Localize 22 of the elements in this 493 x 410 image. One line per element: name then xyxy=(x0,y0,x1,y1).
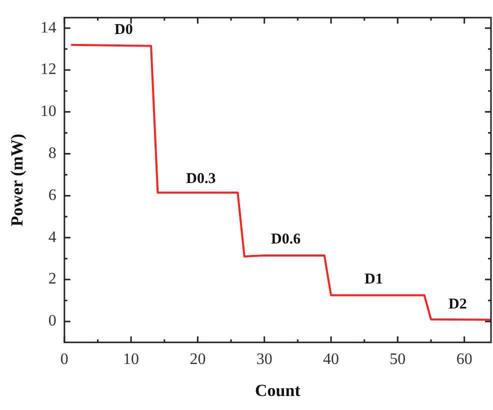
y-tick-label: 6 xyxy=(48,186,56,204)
annotation: D0 xyxy=(114,22,133,38)
x-axis-title: Count xyxy=(255,381,301,400)
y-axis-title: Power (mW) xyxy=(8,134,27,226)
y-tick-label: 8 xyxy=(48,145,56,162)
y-tick-label: 2 xyxy=(48,270,56,288)
y-tick-label: 12 xyxy=(40,61,56,78)
x-tick-label: 30 xyxy=(256,351,272,368)
y-tick-label: 0 xyxy=(48,312,56,330)
y-tick-label: 4 xyxy=(48,228,56,246)
x-tick-label: 20 xyxy=(190,351,206,368)
annotation: D0.3 xyxy=(186,170,216,187)
annotation: D1 xyxy=(364,271,383,288)
x-tick-label: 40 xyxy=(323,351,340,368)
x-tick-label: 0 xyxy=(60,351,68,368)
annotation: D2 xyxy=(448,296,467,313)
x-tick-label: 50 xyxy=(390,351,406,368)
x-tick-label: 10 xyxy=(123,351,140,368)
y-tick-label: 14 xyxy=(40,19,56,36)
annotation: D0.6 xyxy=(271,232,302,248)
x-tick-label: 60 xyxy=(456,351,472,368)
y-tick-label: 10 xyxy=(40,103,56,120)
